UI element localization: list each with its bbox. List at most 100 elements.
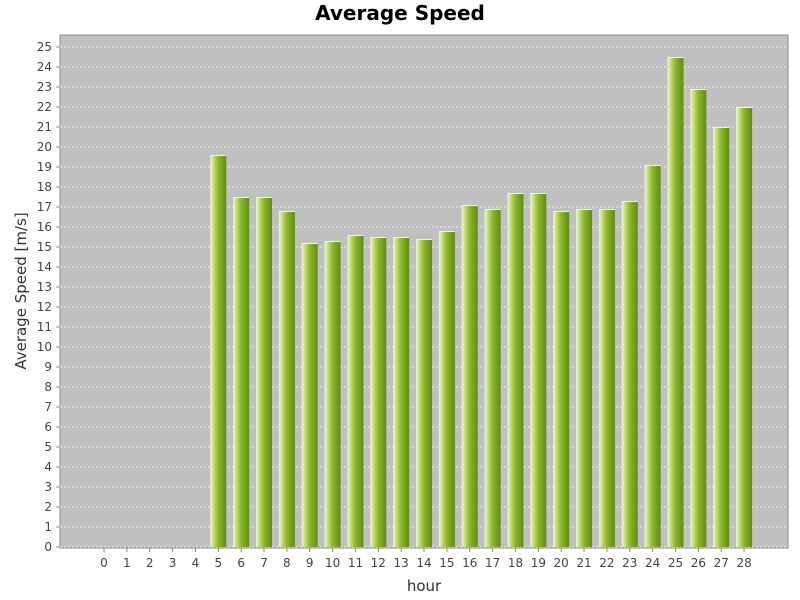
bar-body <box>576 209 593 547</box>
y-tick-label: 22 <box>37 100 52 114</box>
x-tick-label: 5 <box>214 556 222 570</box>
y-tick-label: 14 <box>37 260 52 274</box>
bar-body <box>644 165 661 547</box>
x-tick-label: 17 <box>485 556 500 570</box>
bar-body <box>598 209 615 547</box>
y-tick-label: 10 <box>37 340 52 354</box>
y-tick-label: 20 <box>37 140 52 154</box>
bar <box>598 209 615 547</box>
bar-body <box>484 209 501 547</box>
y-tick-label: 17 <box>37 200 52 214</box>
bar <box>416 239 433 547</box>
x-tick-label: 23 <box>622 556 637 570</box>
bar <box>553 211 570 547</box>
bar <box>324 241 341 547</box>
bar-body <box>210 155 227 547</box>
bar-body <box>324 241 341 547</box>
y-tick-label: 25 <box>37 40 52 54</box>
bar <box>301 243 318 547</box>
x-tick-label: 0 <box>100 556 108 570</box>
bar <box>667 57 684 547</box>
bar <box>393 237 410 547</box>
bar-body <box>667 57 684 547</box>
bar <box>347 235 364 547</box>
y-tick-label: 4 <box>44 460 52 474</box>
bar <box>507 193 524 547</box>
bar <box>621 201 638 547</box>
x-tick-label: 2 <box>146 556 154 570</box>
x-tick-label: 3 <box>169 556 177 570</box>
y-axis-label: Average Speed [m/s] <box>12 212 30 369</box>
bar-body <box>736 107 753 547</box>
chart-title: Average Speed <box>315 1 485 25</box>
bar-body <box>690 89 707 547</box>
bar-body <box>713 127 730 547</box>
y-tick-label: 5 <box>44 440 52 454</box>
bar-body <box>233 197 250 547</box>
y-tick-label: 16 <box>37 220 52 234</box>
y-tick-label: 8 <box>44 380 52 394</box>
x-tick-label: 9 <box>306 556 314 570</box>
y-tick-label: 18 <box>37 180 52 194</box>
y-tick-label: 9 <box>44 360 52 374</box>
bar <box>576 209 593 547</box>
bar <box>210 155 227 547</box>
x-tick-label: 24 <box>645 556 660 570</box>
x-tick-label: 10 <box>325 556 340 570</box>
y-tick-label: 1 <box>44 520 52 534</box>
y-tick-label: 15 <box>37 240 52 254</box>
y-tick-label: 19 <box>37 160 52 174</box>
x-tick-label: 13 <box>394 556 409 570</box>
x-tick-label: 11 <box>348 556 363 570</box>
bar <box>370 237 387 547</box>
bar-body <box>347 235 364 547</box>
x-tick-label: 4 <box>192 556 200 570</box>
bars <box>210 57 753 547</box>
x-tick-label: 8 <box>283 556 291 570</box>
bar <box>530 193 547 547</box>
x-tick-label: 26 <box>691 556 706 570</box>
bar <box>461 205 478 547</box>
x-tick-label: 14 <box>416 556 431 570</box>
x-tick-label: 15 <box>439 556 454 570</box>
y-tick-label: 7 <box>44 400 52 414</box>
x-tick-label: 18 <box>508 556 523 570</box>
y-tick-label: 24 <box>37 60 52 74</box>
bar <box>256 197 273 547</box>
bar-body <box>621 201 638 547</box>
bar-body <box>507 193 524 547</box>
bar-body <box>301 243 318 547</box>
y-tick-label: 6 <box>44 420 52 434</box>
y-tick-label: 12 <box>37 300 52 314</box>
y-tick-label: 3 <box>44 480 52 494</box>
y-tick-label: 0 <box>44 540 52 554</box>
y-tick-label: 2 <box>44 500 52 514</box>
y-tick-label: 21 <box>37 120 52 134</box>
x-tick-label: 21 <box>576 556 591 570</box>
x-tick-label: 28 <box>736 556 751 570</box>
bar <box>736 107 753 547</box>
bar-body <box>416 239 433 547</box>
x-tick-label: 22 <box>599 556 614 570</box>
bar-body <box>278 211 295 547</box>
y-tick-label: 11 <box>37 320 52 334</box>
x-tick-label: 20 <box>554 556 569 570</box>
x-tick-label: 19 <box>531 556 546 570</box>
x-axis: 0 1 2 3 4 5 6 7 8 9 10 11 12 13 14 15 16 17 18 19 20 21 22 23 24… <box>100 548 752 570</box>
x-tick-label: 12 <box>371 556 386 570</box>
bar-body <box>553 211 570 547</box>
y-tick-label: 23 <box>37 80 52 94</box>
bar-body <box>393 237 410 547</box>
x-tick-label: 27 <box>714 556 729 570</box>
bar <box>644 165 661 547</box>
bar <box>484 209 501 547</box>
bar-body <box>370 237 387 547</box>
x-tick-label: 16 <box>462 556 477 570</box>
y-tick-label: 13 <box>37 280 52 294</box>
bar-body <box>461 205 478 547</box>
bar <box>278 211 295 547</box>
bar <box>713 127 730 547</box>
x-axis-label: hour <box>407 577 442 595</box>
x-tick-label: 1 <box>123 556 131 570</box>
bar <box>233 197 250 547</box>
